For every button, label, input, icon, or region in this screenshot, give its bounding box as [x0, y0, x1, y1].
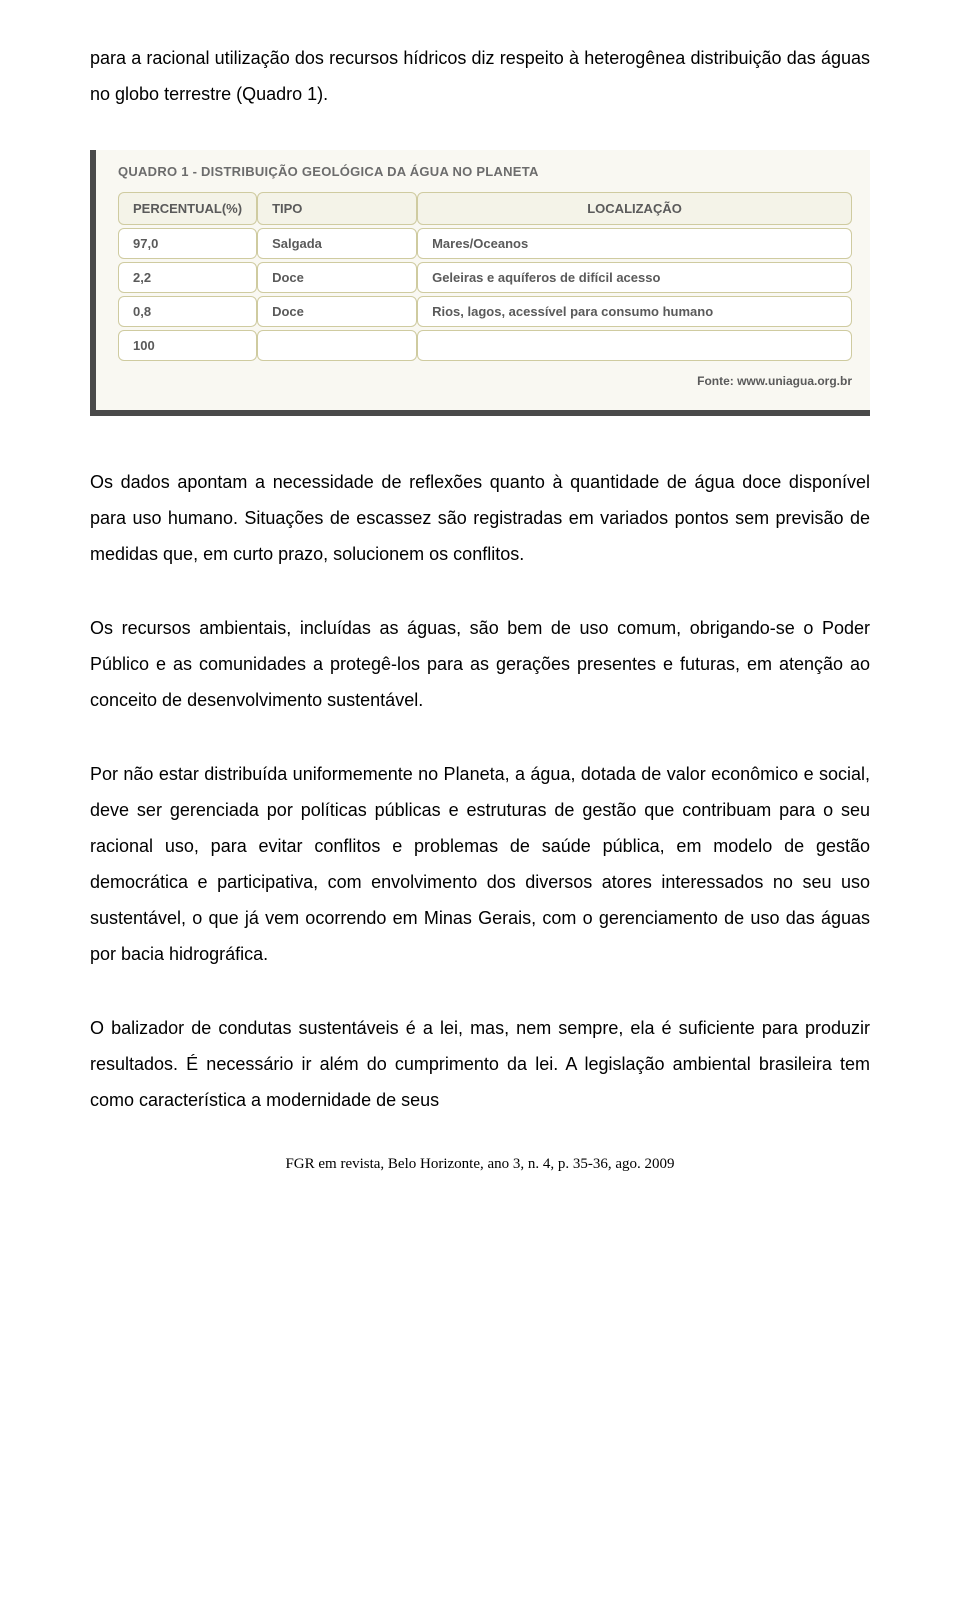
cell-tipo: Salgada: [257, 228, 417, 259]
table-title: QUADRO 1 - DISTRIBUIÇÃO GEOLÓGICA DA ÁGU…: [118, 164, 852, 179]
cell-percentual: 100: [118, 330, 257, 361]
cell-percentual: 0,8: [118, 296, 257, 327]
paragraph-2: Os dados apontam a necessidade de reflex…: [90, 464, 870, 572]
table-row: 0,8 Doce Rios, lagos, acessível para con…: [118, 296, 852, 327]
header-tipo: TIPO: [257, 192, 417, 225]
cell-percentual: 2,2: [118, 262, 257, 293]
header-percentual: PERCENTUAL(%): [118, 192, 257, 225]
cell-localizacao: Mares/Oceanos: [417, 228, 852, 259]
page-footer: FGR em revista, Belo Horizonte, ano 3, n…: [90, 1156, 870, 1173]
paragraph-1: para a racional utilização dos recursos …: [90, 40, 870, 112]
paragraph-3: Os recursos ambientais, incluídas as águ…: [90, 610, 870, 718]
cell-localizacao: [417, 330, 852, 361]
cell-tipo: Doce: [257, 296, 417, 327]
table-row: 97,0 Salgada Mares/Oceanos: [118, 228, 852, 259]
table-source: Fonte: www.uniagua.org.br: [118, 374, 852, 388]
distribuicao-agua-table: PERCENTUAL(%) TIPO LOCALIZAÇÃO 97,0 Salg…: [118, 189, 852, 364]
cell-tipo: Doce: [257, 262, 417, 293]
table-row: 100: [118, 330, 852, 361]
cell-localizacao: Geleiras e aquíferos de difícil acesso: [417, 262, 852, 293]
table-header-row: PERCENTUAL(%) TIPO LOCALIZAÇÃO: [118, 192, 852, 225]
table-row: 2,2 Doce Geleiras e aquíferos de difícil…: [118, 262, 852, 293]
paragraph-4: Por não estar distribuída uniformemente …: [90, 756, 870, 972]
cell-tipo: [257, 330, 417, 361]
cell-percentual: 97,0: [118, 228, 257, 259]
paragraph-5: O balizador de condutas sustentáveis é a…: [90, 1010, 870, 1118]
header-localizacao: LOCALIZAÇÃO: [417, 192, 852, 225]
cell-localizacao: Rios, lagos, acessível para consumo huma…: [417, 296, 852, 327]
quadro-1-container: QUADRO 1 - DISTRIBUIÇÃO GEOLÓGICA DA ÁGU…: [90, 150, 870, 416]
